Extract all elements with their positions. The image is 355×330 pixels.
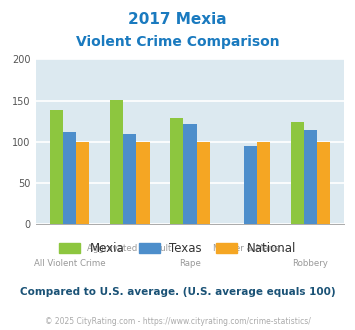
Text: All Violent Crime: All Violent Crime [34, 259, 105, 268]
Bar [170, 118, 183, 224]
Text: Aggravated Assault: Aggravated Assault [87, 244, 172, 253]
Bar [123, 134, 136, 224]
Text: © 2025 CityRating.com - https://www.cityrating.com/crime-statistics/: © 2025 CityRating.com - https://www.city… [45, 317, 310, 326]
Bar [290, 122, 304, 224]
Text: Robbery: Robbery [293, 259, 328, 268]
Text: 2017 Mexia: 2017 Mexia [128, 12, 227, 26]
Bar [50, 110, 63, 224]
Text: Rape: Rape [179, 259, 201, 268]
Bar [183, 124, 197, 224]
Bar [257, 142, 270, 224]
Bar [197, 142, 210, 224]
Bar [317, 142, 330, 224]
Text: Murder & Mans...: Murder & Mans... [213, 244, 287, 253]
Bar [63, 132, 76, 224]
Bar [76, 142, 89, 224]
Bar [110, 100, 123, 224]
Text: Compared to U.S. average. (U.S. average equals 100): Compared to U.S. average. (U.S. average … [20, 287, 335, 297]
Bar [304, 129, 317, 224]
Bar [244, 146, 257, 224]
Text: Violent Crime Comparison: Violent Crime Comparison [76, 35, 279, 49]
Legend: Mexia, Texas, National: Mexia, Texas, National [54, 237, 301, 260]
Bar [136, 142, 149, 224]
